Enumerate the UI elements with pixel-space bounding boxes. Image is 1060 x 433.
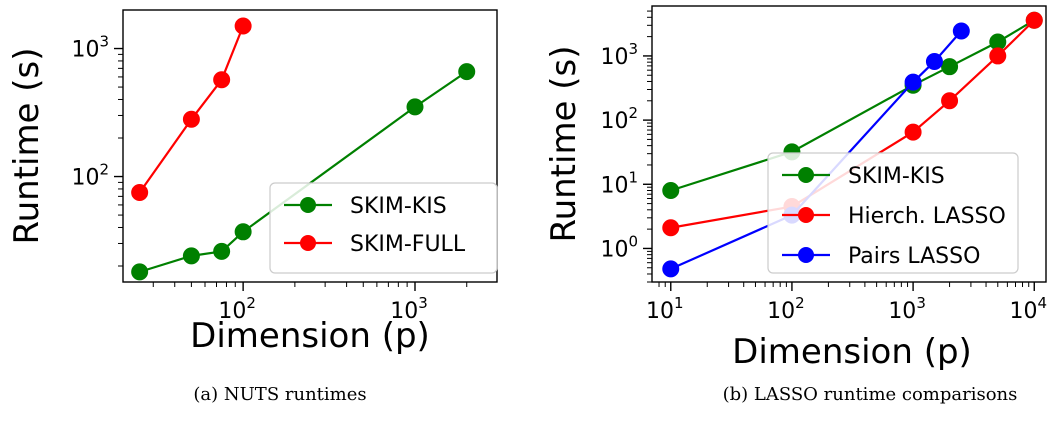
legend: SKIM-KIS Hierch. LASSO Pairs LASSO xyxy=(767,152,1019,274)
y-axis-title: Runtime (s) xyxy=(544,45,584,242)
legend-box xyxy=(767,152,1019,274)
figure-canvas: 102 103 102 103 SKIM-KIS SKIM-FULL Dimension (… xyxy=(7,5,1047,372)
x-axis-title: Dimension (p) xyxy=(732,332,972,372)
data-point xyxy=(952,22,970,40)
y-axis-title: Runtime (s) xyxy=(7,47,47,244)
data-point xyxy=(904,123,922,141)
x-tick-label: 103 xyxy=(390,294,428,324)
chart-1: 101 102 103 104 100 101 102 103 SKIM-KIS Hierch. … xyxy=(544,5,1047,372)
x-tick-label: 103 xyxy=(888,294,926,324)
legend-marker xyxy=(798,167,814,183)
legend: SKIM-KIS SKIM-FULL xyxy=(269,182,498,274)
legend-label: SKIM-KIS xyxy=(350,194,447,219)
data-point xyxy=(213,71,231,89)
caption-b: (b) LASSO runtime comparisons xyxy=(722,384,1018,405)
axes-frame xyxy=(122,9,498,283)
legend-label: Pairs LASSO xyxy=(848,244,980,269)
data-point xyxy=(662,219,680,237)
axes-frame xyxy=(651,5,1047,283)
data-point xyxy=(131,184,149,202)
y-tick-label: 103 xyxy=(600,40,638,70)
x-axis-title: Dimension (p) xyxy=(190,316,430,356)
series-line-0 xyxy=(139,70,468,273)
data-point xyxy=(234,17,252,35)
data-point xyxy=(941,92,959,110)
legend-marker xyxy=(798,207,814,223)
legend-marker xyxy=(798,247,814,263)
caption-a: (a) NUTS runtimes xyxy=(193,384,367,405)
data-point xyxy=(925,52,943,70)
x-tick-label: 104 xyxy=(1009,294,1047,324)
data-point xyxy=(182,247,200,265)
y-tick-label: 101 xyxy=(600,168,638,198)
x-tick-label: 102 xyxy=(218,294,256,324)
data-point xyxy=(662,260,680,278)
legend-label: SKIM-FULL xyxy=(350,232,466,257)
y-tick-label: 102 xyxy=(71,161,109,191)
y-tick-label: 102 xyxy=(600,104,638,134)
data-point xyxy=(213,242,231,260)
chart-0: 102 103 102 103 SKIM-KIS SKIM-FULL Dimension (… xyxy=(7,9,498,356)
data-point xyxy=(989,47,1007,65)
data-point xyxy=(182,110,200,128)
x-tick-label: 101 xyxy=(646,294,684,324)
data-point xyxy=(406,98,424,116)
data-point xyxy=(234,223,252,241)
x-tick-label: 102 xyxy=(767,294,805,324)
legend-marker xyxy=(300,235,316,251)
data-point xyxy=(662,181,680,199)
y-tick-label: 103 xyxy=(71,33,109,63)
data-point xyxy=(1025,11,1043,29)
data-point xyxy=(131,263,149,281)
data-point xyxy=(904,73,922,91)
y-tick-label: 100 xyxy=(600,232,638,262)
data-point xyxy=(941,58,959,76)
legend-label: SKIM-KIS xyxy=(848,164,945,189)
data-point xyxy=(458,63,476,81)
legend-label: Hierch. LASSO xyxy=(848,204,1006,229)
legend-marker xyxy=(300,197,316,213)
series-line-1 xyxy=(138,25,245,194)
